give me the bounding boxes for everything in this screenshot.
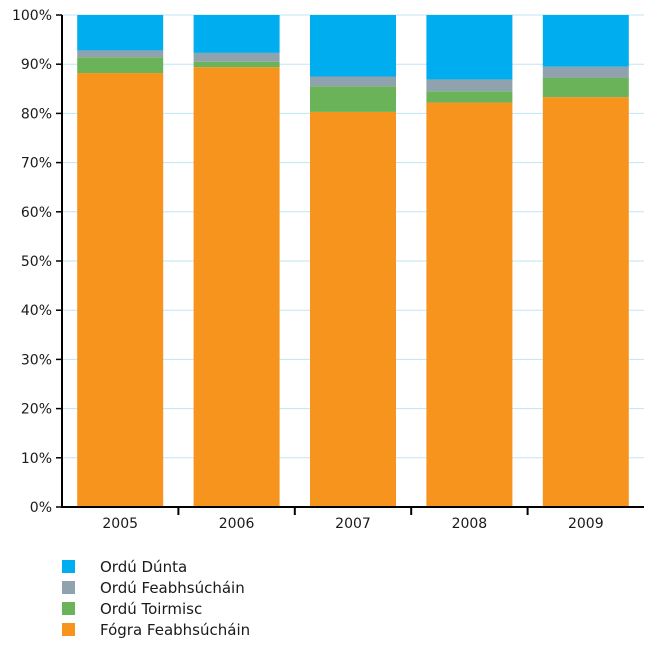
bars [77,15,629,508]
legend: Ordú Dúnta Ordú Feabhsúcháin Ordú Toirmisc… [62,556,250,640]
x-tick-label: 2005 [102,516,138,532]
legend-swatch [62,623,75,636]
bar-segment [310,15,396,77]
stacked-bar-chart: 0%10%20%30%40%50%60%70%80%90%100% 2005 20… [12,8,644,532]
bar-segment [426,15,513,80]
legend-label: Ordú Dúnta [100,557,188,576]
legend-label: Ordú Toirmisc [100,599,203,618]
bar-segment [542,77,629,98]
y-axis-labels: 0% 10% 20% 30% 40% 50% 60% 70% 80% 90% 100% [12,8,52,516]
legend-swatch [62,560,75,573]
bar-segment [426,79,513,92]
legend-swatch [62,602,75,615]
bar-segment [77,15,164,51]
y-tick-label: 40% [21,303,52,319]
legend-swatch [62,581,75,594]
y-tick-label: 70% [21,156,52,172]
bar-segment [426,102,513,508]
x-tick-label: 2009 [568,516,604,532]
bar-segment [77,73,164,507]
bar-segment [193,67,280,507]
y-tick-label: 10% [21,451,52,467]
x-tick-label: 2006 [219,516,255,532]
y-tick-label: 50% [21,254,52,270]
bar-segment [310,86,396,112]
legend-item: Ordú Feabhsúcháin [62,577,250,598]
bar-segment [77,57,164,74]
x-tick-label: 2007 [335,516,371,532]
legend-label: Ordú Feabhsúcháin [100,578,245,597]
bar-segment [193,61,280,68]
y-tick-label: 0% [30,500,52,516]
y-tick-label: 60% [21,205,52,221]
y-tick-label: 90% [21,57,52,73]
legend-item: Ordú Dúnta [62,556,250,577]
bar-segment [542,66,629,78]
y-tick-label: 20% [21,402,52,418]
bar-segment [310,111,396,507]
legend-label: Fógra Feabhsúcháin [100,620,251,639]
axes [56,14,644,515]
y-tick-label: 100% [12,8,52,24]
x-tick-label: 2008 [452,516,488,532]
bar-segment [77,50,164,58]
bar-segment [542,15,629,67]
x-axis-labels: 2005 2006 2007 2008 2009 [102,516,603,532]
legend-item: Ordú Toirmisc [62,598,250,619]
bar-segment [310,76,396,87]
legend-item: Fógra Feabhsúcháin [62,619,250,640]
bar-segment [426,91,513,103]
y-tick-label: 80% [21,106,52,122]
y-tick-label: 30% [21,352,52,368]
bar-segment [542,97,629,507]
bar-segment [193,15,280,53]
bar-segment [193,52,280,62]
